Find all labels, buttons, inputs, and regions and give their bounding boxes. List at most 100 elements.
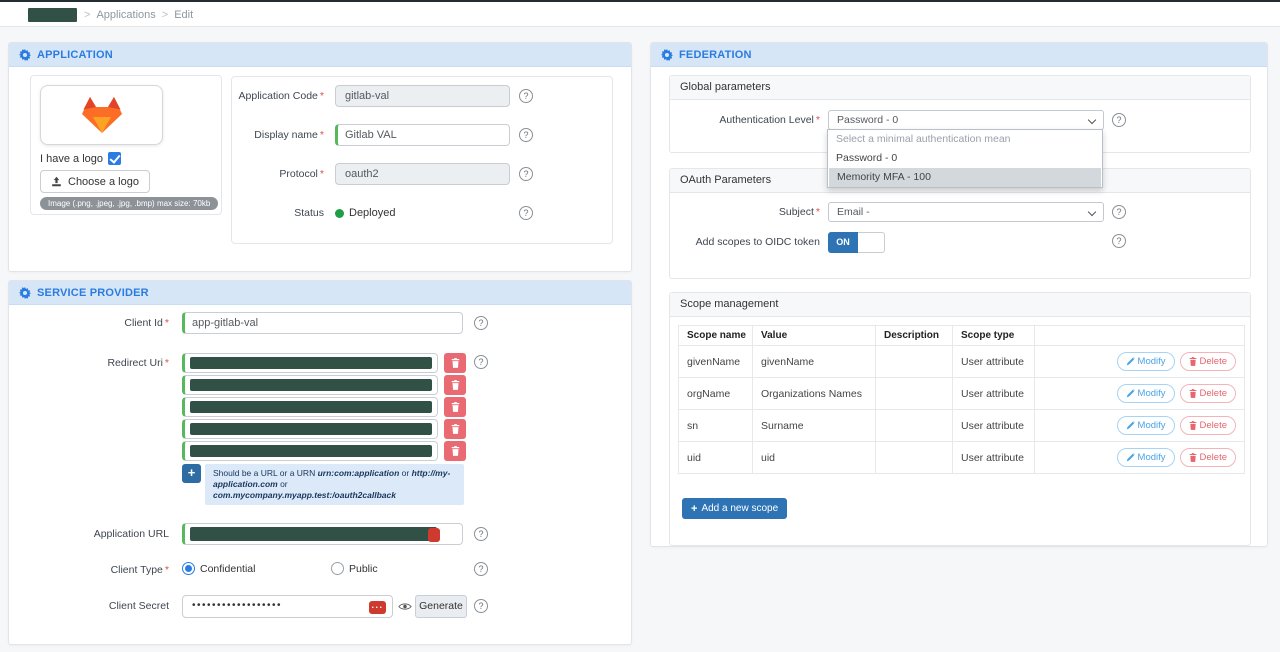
col-scope-name: Scope name	[678, 325, 753, 346]
delete-redirect-uri-button[interactable]	[444, 397, 466, 417]
display-name-input[interactable]: Gitlab VAL	[335, 124, 510, 146]
choose-logo-button[interactable]: Choose a logo	[40, 170, 150, 193]
delete-redirect-uri-button[interactable]	[444, 353, 466, 373]
redirect-uri-help-icon[interactable]: ?	[474, 355, 488, 369]
brand-logo-redacted[interactable]	[28, 8, 77, 22]
panel-title: APPLICATION	[37, 48, 113, 61]
redirect-uri-input[interactable]	[182, 419, 438, 439]
federation-panel-header: FEDERATION	[651, 43, 1267, 67]
client-id-help-icon[interactable]: ?	[474, 316, 488, 330]
client-secret-help-icon[interactable]: ?	[474, 599, 488, 613]
add-scopes-toggle[interactable]: ON	[828, 232, 885, 253]
edit-icon	[1126, 453, 1135, 462]
application-fields-card: Application Code * gitlab-val ? Display n…	[231, 76, 613, 244]
dropdown-option-password[interactable]: Password - 0	[836, 152, 898, 164]
application-panel-header: APPLICATION	[9, 43, 631, 67]
edit-icon	[1126, 421, 1135, 430]
modify-scope-button[interactable]: Modify	[1116, 416, 1175, 435]
gear-icon	[661, 48, 673, 61]
delete-redirect-uri-button[interactable]	[444, 375, 466, 395]
modify-scope-button[interactable]: Modify	[1116, 384, 1175, 403]
client-secret-input[interactable]: •••••••••••••••••• ...	[182, 595, 393, 618]
redacted-value	[190, 527, 437, 541]
col-scope-type: Scope type	[952, 325, 1035, 346]
panel-title: FEDERATION	[679, 48, 752, 61]
client-type-confidential-radio[interactable]: Confidential	[182, 562, 255, 575]
global-parameters-header: Global parameters	[670, 76, 1250, 100]
client-secret-label: Client Secret	[108, 600, 169, 612]
breadcrumb-applications[interactable]: Applications	[96, 8, 156, 21]
toggle-track	[858, 232, 885, 253]
delete-scope-button[interactable]: Delete	[1179, 448, 1236, 467]
radio-selected-icon	[182, 562, 195, 575]
federation-panel: FEDERATION Global parameters Authenticat…	[650, 42, 1268, 547]
trash-icon	[1189, 453, 1196, 462]
breadcrumb-edit[interactable]: Edit	[174, 8, 194, 21]
gitlab-logo-icon	[81, 97, 122, 133]
delete-redirect-uri-button[interactable]	[444, 419, 466, 439]
redacted-value	[190, 357, 432, 369]
authentication-level-label: Authentication Level *	[719, 114, 820, 126]
show-secret-eye-icon[interactable]	[396, 595, 413, 618]
application-code-label: Application Code *	[238, 90, 324, 102]
dropdown-option-memority-mfa[interactable]: Memority MFA - 100	[829, 168, 1101, 187]
breadcrumb: > Applications > Edit	[84, 2, 193, 27]
delete-scope-button[interactable]: Delete	[1179, 416, 1236, 435]
protocol-label: Protocol *	[279, 168, 324, 180]
delete-scope-button[interactable]: Delete	[1179, 352, 1236, 371]
status-deployed-dot	[335, 208, 344, 218]
upload-icon	[52, 176, 61, 187]
edit-icon	[1126, 389, 1135, 398]
scope-management-header: Scope management	[670, 293, 1250, 317]
redacted-value	[190, 423, 432, 435]
delete-scope-button[interactable]: Delete	[1179, 384, 1236, 403]
trash-icon	[1189, 389, 1196, 398]
trash-icon	[1189, 357, 1196, 366]
redirect-uri-input[interactable]	[182, 375, 438, 395]
trash-icon	[451, 446, 459, 456]
client-type-public-radio[interactable]: Public	[331, 562, 378, 575]
scope-row: orgName Organizations Names User attribu…	[678, 377, 1245, 410]
gear-icon	[19, 286, 31, 299]
redirect-uri-input[interactable]	[182, 353, 438, 373]
redirect-uri-input[interactable]	[182, 441, 438, 461]
dropdown-option-placeholder[interactable]: Select a minimal authentication mean	[836, 133, 1011, 145]
add-scopes-help-icon[interactable]: ?	[1112, 234, 1126, 248]
modify-scope-button[interactable]: Modify	[1116, 448, 1175, 467]
breadcrumb-separator-icon: >	[161, 8, 169, 21]
client-type-help-icon[interactable]: ?	[474, 562, 488, 576]
top-navbar: > Applications > Edit	[0, 0, 1280, 27]
col-description: Description	[875, 325, 953, 346]
display-name-help-icon[interactable]: ?	[519, 128, 533, 142]
protocol-input: oauth2	[335, 163, 510, 185]
scope-table: Scope name Value Description Scope type …	[678, 325, 1245, 474]
panel-title: SERVICE PROVIDER	[37, 286, 149, 299]
breadcrumb-separator-icon: >	[84, 8, 91, 21]
add-new-scope-button[interactable]: + Add a new scope	[682, 498, 788, 519]
application-url-input[interactable]	[182, 523, 463, 545]
generate-secret-button[interactable]: Generate	[415, 595, 467, 618]
redirect-uri-input[interactable]	[182, 397, 438, 417]
authentication-level-select[interactable]: Password - 0	[828, 110, 1104, 130]
subject-select[interactable]: Email -	[828, 202, 1104, 222]
application-url-help-icon[interactable]: ?	[474, 527, 488, 541]
trash-icon	[451, 402, 459, 412]
application-panel: APPLICATION I have a logo Choose a logo …	[8, 42, 632, 272]
delete-redirect-uri-button[interactable]	[444, 441, 466, 461]
authentication-level-dropdown: Select a minimal authentication mean Pas…	[827, 129, 1103, 188]
application-code-help-icon[interactable]: ?	[519, 89, 533, 103]
add-redirect-uri-button[interactable]: +	[182, 464, 201, 483]
col-actions	[1034, 325, 1245, 346]
authentication-level-help-icon[interactable]: ?	[1112, 113, 1126, 127]
subject-help-icon[interactable]: ?	[1112, 205, 1126, 219]
have-logo-checkbox[interactable]	[108, 152, 121, 165]
client-id-input[interactable]: app-gitlab-val	[182, 312, 463, 334]
redacted-value	[190, 379, 432, 391]
application-code-input: gitlab-val	[335, 85, 510, 107]
trash-icon	[451, 358, 459, 368]
protocol-help-icon[interactable]: ?	[519, 167, 533, 181]
status-help-icon[interactable]: ?	[519, 206, 533, 220]
have-logo-row: I have a logo	[40, 152, 121, 165]
modify-scope-button[interactable]: Modify	[1116, 352, 1175, 371]
col-value: Value	[752, 325, 876, 346]
